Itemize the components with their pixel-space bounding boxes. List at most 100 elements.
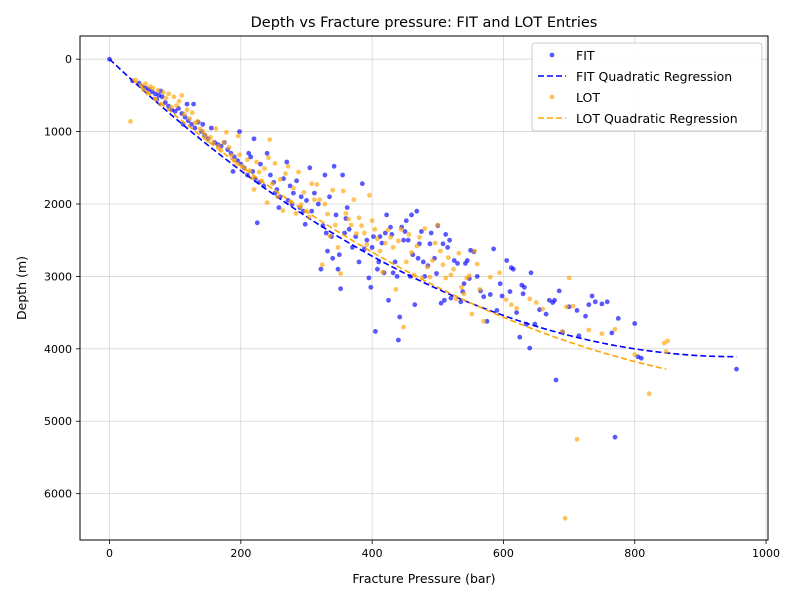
lot-point: [272, 161, 278, 166]
lot-point: [325, 211, 330, 217]
lot-point: [195, 119, 200, 124]
fit-point: [356, 259, 362, 265]
lot-point: [189, 110, 195, 116]
y-tick-label: 2000: [44, 198, 72, 211]
fit-point: [330, 255, 336, 261]
fit-point: [298, 194, 304, 200]
fit-point: [517, 334, 523, 340]
fit-point: [438, 300, 444, 306]
x-axis-label: Fracture Pressure (bar): [352, 571, 495, 586]
fit-quadratic-regression-legend-label: FIT Quadratic Regression: [576, 69, 732, 84]
fit-point: [412, 302, 418, 308]
x-tick-label: 800: [624, 547, 645, 560]
fit-point: [491, 246, 496, 252]
fit-point: [497, 281, 503, 287]
lot-point: [226, 145, 232, 150]
fit-point: [632, 321, 638, 326]
fit-point: [402, 229, 408, 234]
lot-point: [224, 129, 229, 135]
fit-point: [335, 266, 341, 272]
lot-point: [327, 233, 333, 239]
lot-point: [372, 226, 378, 232]
fit-point: [451, 258, 457, 263]
fit-point: [258, 161, 263, 167]
fit-point: [309, 208, 315, 214]
lot-point: [453, 296, 459, 302]
lot-point: [203, 132, 208, 138]
fit-point: [553, 377, 559, 383]
fit-point: [368, 284, 374, 290]
fit-point: [638, 355, 644, 361]
lot-point: [385, 227, 391, 233]
lot-point: [564, 304, 569, 310]
lot-point: [216, 143, 221, 149]
fit-point: [448, 295, 454, 301]
lot-point: [296, 169, 301, 175]
lot-point: [234, 161, 240, 167]
fit-point: [315, 201, 321, 207]
lot-point: [599, 331, 605, 336]
lot-point: [417, 234, 422, 240]
lot-point: [346, 216, 351, 222]
lot-point: [472, 248, 477, 254]
lot-point: [503, 297, 509, 302]
chart-title: Depth vs Fracture pressure: FIT and LOT …: [251, 15, 598, 31]
x-tick-label: 1000: [752, 547, 780, 560]
fit-point: [294, 178, 299, 184]
fit-point: [384, 212, 389, 218]
lot-point: [322, 201, 328, 207]
fit-point: [230, 169, 236, 174]
lot-point: [275, 194, 280, 200]
lot-point: [377, 248, 383, 254]
lot-point: [369, 218, 375, 224]
lot-point: [285, 163, 291, 169]
lot-point: [398, 226, 404, 232]
fit-point: [172, 108, 178, 114]
fit-legend-label: FIT: [576, 48, 595, 63]
fit-point: [191, 101, 197, 107]
fit-point: [338, 286, 343, 292]
lot-quadratic-regression-series: [131, 78, 667, 370]
fit-point: [386, 297, 391, 303]
fit-point: [322, 172, 328, 178]
lot-point: [245, 157, 250, 163]
fit-quadratic-regression-series: [108, 58, 737, 358]
fit-point: [200, 121, 206, 127]
lot-point: [200, 129, 206, 135]
lot-point: [266, 155, 271, 161]
fit-point: [405, 237, 411, 243]
lot-point: [343, 211, 349, 216]
lot-point: [540, 306, 546, 312]
fit-point: [325, 248, 330, 254]
fit-point: [461, 281, 467, 287]
lot-point: [354, 231, 359, 237]
fit-point: [522, 284, 527, 290]
fit-point: [481, 294, 487, 300]
lot-point: [229, 153, 235, 158]
lot-point: [356, 215, 362, 221]
fit-point: [464, 258, 470, 263]
fit-point: [366, 275, 372, 281]
fit-point: [392, 259, 398, 265]
lot-point: [182, 111, 187, 117]
fit-point: [331, 163, 337, 169]
fit-point: [268, 172, 273, 178]
lot-point: [440, 262, 446, 268]
fit-point: [369, 245, 375, 250]
fit-point: [455, 261, 460, 266]
fit-point: [415, 255, 421, 261]
fit-point: [420, 259, 426, 265]
axes: 0 200 400 600 800 1000 0 1000 2000 3000 4000 5000 60…: [44, 53, 780, 560]
fit-point: [346, 226, 352, 232]
fit-point: [159, 94, 165, 100]
lot-point: [632, 352, 638, 357]
lot-point: [527, 296, 533, 302]
lot-point: [319, 262, 325, 268]
fit-point: [592, 299, 598, 305]
fit-point: [364, 237, 370, 243]
lot-point: [298, 202, 304, 208]
lot-point: [427, 274, 433, 280]
lot-point: [314, 182, 320, 187]
lot-point: [375, 236, 380, 242]
fit-point: [403, 218, 409, 224]
